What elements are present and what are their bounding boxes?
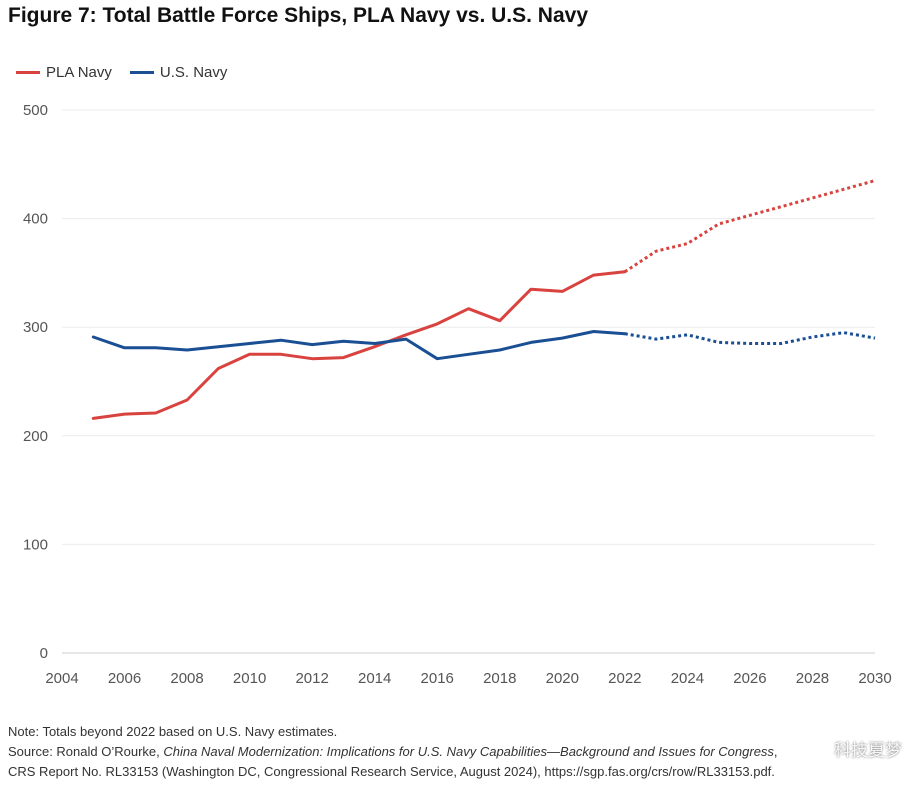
- watermark: 科技夏梦: [834, 741, 902, 760]
- source-suffix: ,: [773, 744, 778, 759]
- legend-label-us: U.S. Navy: [159, 64, 228, 81]
- x-tick-label: 2016: [421, 670, 454, 687]
- y-tick-label: 100: [23, 536, 48, 553]
- x-tick-label: 2018: [483, 670, 516, 687]
- report-line: CRS Report No. RL33153 (Washington DC, C…: [8, 764, 775, 779]
- x-tick-label: 2022: [608, 670, 641, 687]
- x-tick-label: 2012: [295, 670, 328, 687]
- source-title: China Naval Modernization: Implications …: [163, 744, 774, 759]
- series-line-pla-estimate: [623, 179, 876, 274]
- legend-swatch-us: [129, 71, 154, 74]
- x-tick-label: 2008: [170, 670, 203, 687]
- chart-notes: Note: Totals beyond 2022 based on U.S. N…: [8, 722, 778, 782]
- x-tick-label: 2004: [45, 670, 78, 687]
- source-prefix: Source: Ronald O’Rourke,: [8, 744, 164, 759]
- legend-swatch-pla: [16, 71, 40, 74]
- y-tick-label: 0: [40, 645, 48, 662]
- x-tick-label: 2014: [358, 670, 391, 687]
- series-line-pla-actual: [91, 270, 627, 420]
- y-tick-label: 300: [23, 319, 48, 336]
- x-tick-label: 2030: [858, 670, 891, 687]
- legend: PLA Navy U.S. Navy: [16, 64, 227, 81]
- note-text: Note: Totals beyond 2022 based on U.S. N…: [8, 724, 338, 739]
- y-tick-label: 500: [23, 102, 48, 119]
- y-tick-label: 400: [23, 211, 48, 228]
- x-tick-label: 2024: [671, 670, 704, 687]
- legend-item-us: U.S. Navy: [129, 64, 228, 81]
- x-tick-label: 2028: [796, 670, 829, 687]
- y-tick-label: 200: [23, 428, 48, 445]
- x-tick-label: 2026: [733, 670, 766, 687]
- legend-item-pla: PLA Navy: [16, 64, 112, 81]
- x-tick-label: 2010: [233, 670, 266, 687]
- x-tick-label: 2006: [108, 670, 141, 687]
- x-tick-label: 2020: [546, 670, 579, 687]
- chart-title: Figure 7: Total Battle Force Ships, PLA …: [8, 4, 588, 27]
- legend-label-pla: PLA Navy: [46, 64, 112, 81]
- line-chart: 0 100 200 300 400 500 2004 2006 2008 2010 2012 2014…: [23, 102, 892, 687]
- source-line: Source: Ronald O’Rourke, China Naval Mod…: [8, 742, 778, 762]
- series-line-us-actual: [91, 330, 627, 361]
- series-line-us-estimate: [624, 331, 876, 345]
